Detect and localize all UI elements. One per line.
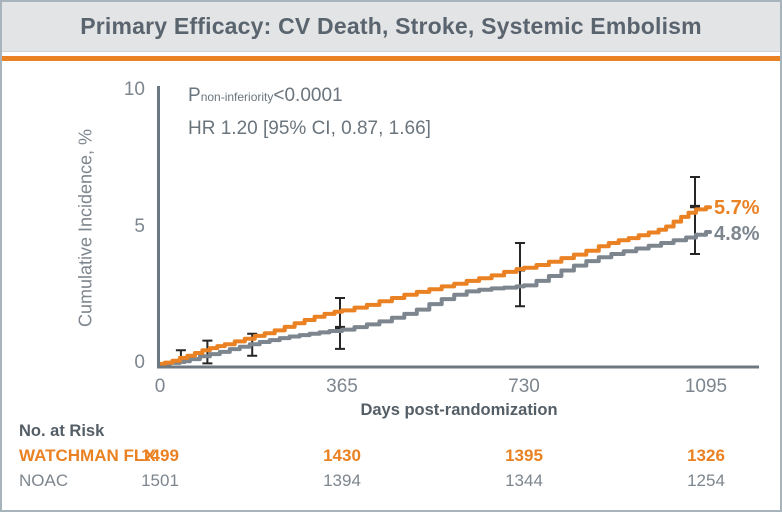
p-value-line: Pnon-inferiority<0.0001 bbox=[188, 85, 343, 106]
risk-value: 1326 bbox=[687, 446, 725, 465]
km-curve-noac bbox=[158, 230, 712, 366]
x-tick-730: 730 bbox=[508, 376, 540, 397]
y-tick-0: 0 bbox=[134, 352, 145, 373]
risk-row-label-noac: NOAC bbox=[19, 471, 69, 490]
km-curve-watchman-flx bbox=[158, 205, 712, 366]
y-tick-10: 10 bbox=[123, 79, 145, 100]
title-bar: Primary Efficacy: CV Death, Stroke, Syst… bbox=[2, 2, 780, 52]
x-tick-1095: 1095 bbox=[684, 376, 728, 397]
risk-value: 1499 bbox=[141, 446, 179, 465]
hazard-ratio-line: HR 1.20 [95% CI, 0.87, 1.66] bbox=[188, 118, 431, 139]
y-tick-5: 5 bbox=[134, 216, 145, 237]
end-label-watchman: 5.7% bbox=[714, 197, 760, 219]
risk-value: 1430 bbox=[323, 446, 361, 465]
risk-value: 1254 bbox=[687, 471, 725, 490]
risk-value: 1501 bbox=[141, 471, 179, 490]
x-tick-365: 365 bbox=[326, 376, 358, 397]
risk-table-title: No. at Risk bbox=[19, 422, 105, 440]
risk-value: 1394 bbox=[323, 471, 361, 490]
risk-value: 1395 bbox=[505, 446, 543, 465]
y-axis-title: Cumulative Incidence, % bbox=[75, 128, 96, 328]
stats-annotation: Pnon-inferiority<0.0001 HR 1.20 [95% CI,… bbox=[188, 80, 431, 144]
risk-value: 1344 bbox=[505, 471, 543, 490]
risk-row-label-watchman: WATCHMAN FLX bbox=[19, 446, 156, 465]
p-subscript: non-inferiority bbox=[200, 90, 274, 104]
page-title: Primary Efficacy: CV Death, Stroke, Syst… bbox=[80, 13, 702, 39]
x-tick-0: 0 bbox=[154, 376, 166, 397]
accent-rule bbox=[2, 56, 780, 61]
end-label-noac: 4.8% bbox=[714, 223, 760, 245]
x-axis-title: Days post-randomization bbox=[360, 401, 558, 419]
